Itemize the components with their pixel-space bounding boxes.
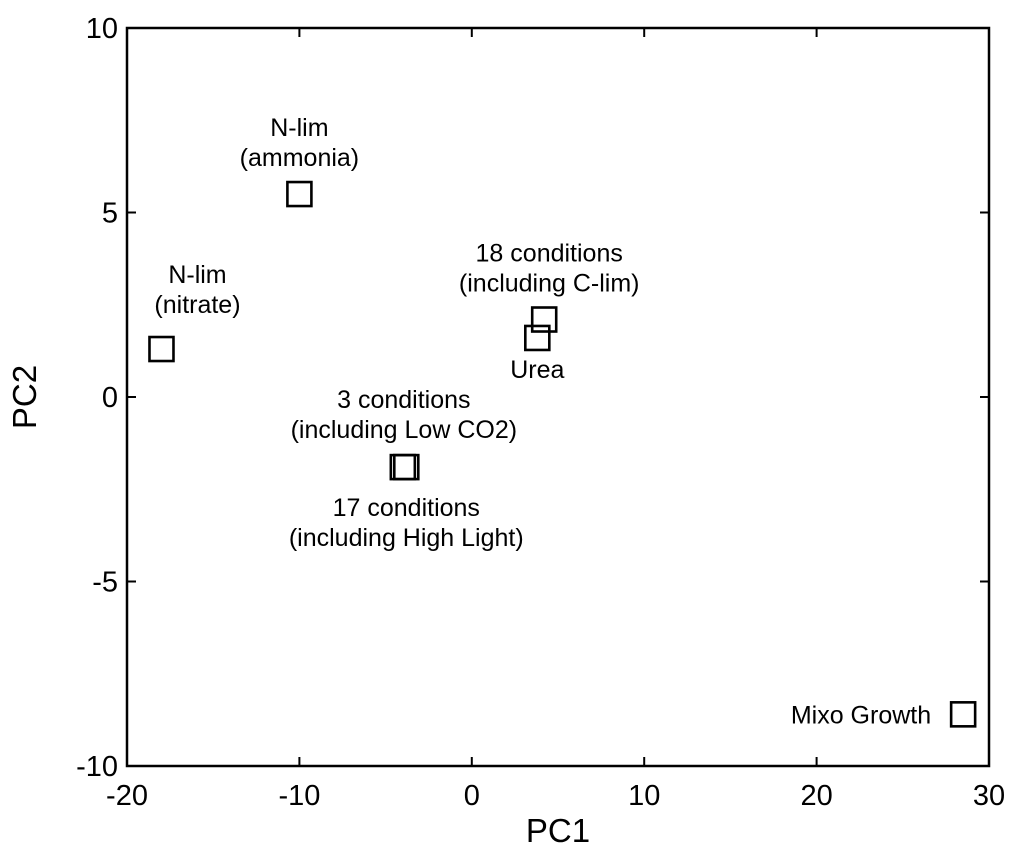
data-point-marker bbox=[524, 324, 551, 352]
data-point-marker bbox=[530, 306, 558, 333]
point-annotation-label: N-lim bbox=[270, 114, 328, 142]
point-annotations: N-lim(ammonia)N-lim(nitrate)18 condition… bbox=[154, 114, 931, 729]
y-tick-label: -10 bbox=[76, 751, 118, 783]
plot-frame bbox=[125, 26, 991, 768]
axis-ticks bbox=[126, 27, 990, 767]
y-tick-label: 10 bbox=[86, 13, 118, 45]
point-annotation-label: (ammonia) bbox=[240, 144, 359, 172]
point-annotation-label: N-lim bbox=[168, 261, 226, 289]
point-annotation-label: 3 conditions bbox=[337, 386, 470, 414]
y-tick-label: -5 bbox=[92, 567, 118, 599]
point-annotation-label: Mixo Growth bbox=[791, 701, 931, 729]
x-tick-label: 30 bbox=[973, 780, 1005, 812]
x-tick-label: 0 bbox=[464, 780, 480, 812]
data-point-marker bbox=[148, 335, 175, 363]
x-tick-label: -20 bbox=[106, 780, 148, 812]
point-annotation-label: 18 conditions bbox=[476, 240, 623, 268]
x-axis-label: PC1 bbox=[526, 812, 590, 849]
x-tick-label: 20 bbox=[800, 780, 832, 812]
point-annotation-label: (including C-lim) bbox=[459, 270, 640, 298]
point-annotation-label: 17 conditions bbox=[333, 494, 480, 522]
data-point-marker bbox=[286, 180, 313, 208]
data-markers bbox=[148, 180, 977, 728]
y-tick-label: 0 bbox=[102, 382, 118, 414]
point-annotation-label: (including Low CO2) bbox=[291, 416, 518, 444]
y-axis-label: PC2 bbox=[6, 365, 43, 429]
y-tick-label: 5 bbox=[102, 198, 118, 230]
data-point-marker bbox=[392, 453, 420, 481]
point-annotation-label: (including High Light) bbox=[289, 524, 524, 552]
x-tick-label: -10 bbox=[278, 780, 320, 812]
x-tick-label: 10 bbox=[628, 780, 660, 812]
point-annotation-label: (nitrate) bbox=[154, 291, 240, 319]
point-annotation-label: Urea bbox=[510, 356, 564, 384]
data-point-marker bbox=[949, 701, 977, 728]
